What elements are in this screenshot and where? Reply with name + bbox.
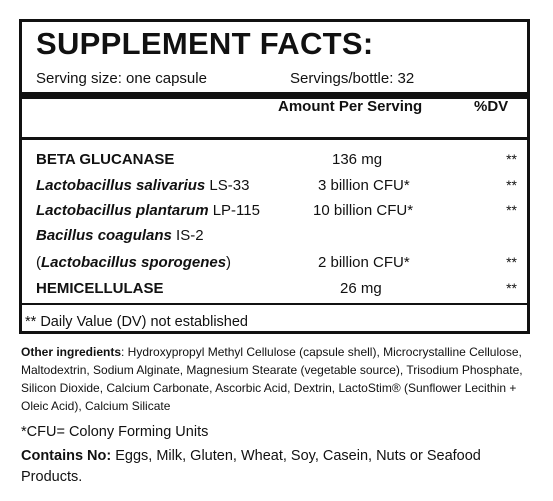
nutrient-name: Lactobacillus salivarius LS-33 [36,177,250,194]
nutrient-name: Bacillus coagulans IS-2 [36,227,204,244]
header-daily-value: %DV [474,98,509,115]
servings-per-bottle: Servings/bottle: 32 [290,70,415,87]
divider-medium [22,137,527,140]
nutrient-name: BETA GLUCANASE [36,151,175,168]
nutrient-amount: 136 mg [332,151,383,168]
nutrient-dv: ** [506,254,517,270]
nutrient-row-l-sporogenes: (Lactobacillus sporogenes) 2 billion CFU… [36,254,517,274]
nutrient-name: Lactobacillus plantarum LP-115 [36,202,260,219]
nutrient-amount: 26 mg [340,280,382,297]
other-ingredients-text: : Hydroxypropyl Methyl Cellulose (capsul… [21,345,523,413]
nutrient-row-b-coagulans: Bacillus coagulans IS-2 [36,227,516,247]
nutrient-row-l-salivarius: Lactobacillus salivarius LS-33 3 billion… [36,177,517,197]
nutrient-dv: ** [506,151,517,167]
supplement-facts-panel: SUPPLEMENT FACTS: Serving size: one caps… [19,19,530,334]
contains-text: Eggs, Milk, Gluten, Wheat, Soy, Casein, … [21,448,481,485]
nutrient-amount: 10 billion CFU* [313,202,414,219]
nutrient-row-hemicellulase: HEMICELLULASE 26 mg ** [36,280,517,300]
divider-thin [22,303,527,305]
panel-title: SUPPLEMENT FACTS: [36,26,374,61]
nutrient-row-l-plantarum: Lactobacillus plantarum LP-115 10 billio… [36,202,517,222]
nutrient-dv: ** [506,202,517,218]
nutrient-amount: 3 billion CFU* [318,177,410,194]
serving-size: Serving size: one capsule [36,70,207,87]
header-amount-per-serving: Amount Per Serving [278,98,423,115]
nutrient-amount: 2 billion CFU* [318,254,410,271]
contains-label: Contains No: [21,448,112,464]
dv-footnote: ** Daily Value (DV) not established [25,314,248,330]
nutrient-row-beta-glucanase: BETA GLUCANASE 136 mg ** [36,151,517,171]
nutrient-dv: ** [506,280,517,296]
allergen-statement: Contains No: Eggs, Milk, Gluten, Wheat, … [21,446,533,488]
nutrient-dv: ** [506,177,517,193]
nutrient-name: (Lactobacillus sporogenes) [36,254,232,271]
other-ingredients-label: Other ingredients [21,345,122,359]
cfu-note: *CFU= Colony Forming Units [21,424,209,440]
nutrient-name: HEMICELLULASE [36,280,164,297]
other-ingredients: Other ingredients: Hydroxypropyl Methyl … [21,343,533,415]
divider-thick [22,92,527,99]
